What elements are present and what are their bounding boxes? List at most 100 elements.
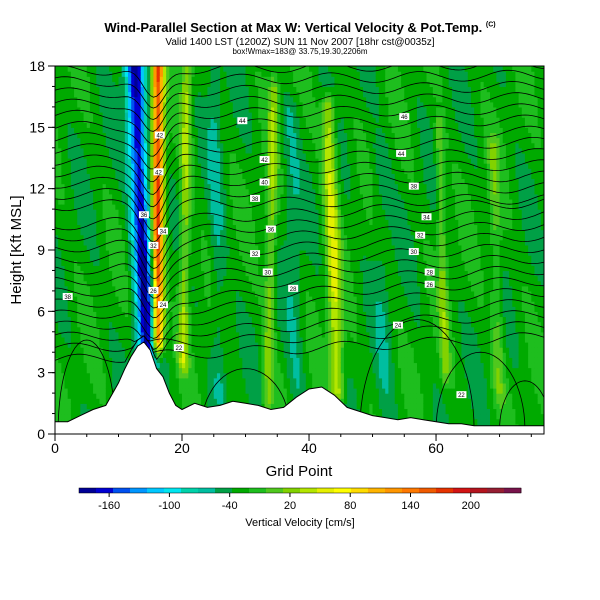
velocity-cell <box>118 234 123 241</box>
velocity-cell <box>58 372 62 379</box>
velocity-cell <box>93 66 97 72</box>
velocity-cell <box>118 209 123 215</box>
velocity-cell <box>102 214 107 220</box>
velocity-cell <box>121 234 126 241</box>
velocity-cell <box>147 265 151 272</box>
velocity-cell <box>169 127 174 134</box>
velocity-cell <box>175 255 180 261</box>
velocity-cell <box>131 127 135 134</box>
velocity-cell <box>124 280 129 287</box>
velocity-cell <box>169 183 174 190</box>
velocity-cell <box>185 388 189 394</box>
velocity-cell <box>105 321 110 328</box>
velocity-cell <box>204 163 209 169</box>
velocity-cell <box>191 152 196 159</box>
velocity-cell <box>156 255 161 261</box>
velocity-cell <box>194 137 199 144</box>
velocity-cell <box>134 168 139 174</box>
velocity-cell <box>153 255 158 261</box>
velocity-cell <box>220 168 224 174</box>
velocity-cell <box>153 342 158 348</box>
velocity-cell <box>197 372 202 379</box>
velocity-cell <box>143 122 148 128</box>
velocity-cell <box>156 244 161 251</box>
velocity-cell <box>201 265 205 272</box>
velocity-cell <box>86 255 91 261</box>
velocity-cell <box>197 301 202 307</box>
velocity-cell <box>96 117 101 123</box>
velocity-cell <box>150 209 155 215</box>
velocity-cell <box>64 260 69 266</box>
velocity-cell <box>207 403 212 410</box>
velocity-cell <box>64 265 69 272</box>
velocity-cell <box>204 352 209 358</box>
velocity-cell <box>140 147 145 154</box>
velocity-cell <box>74 377 78 384</box>
velocity-cell <box>96 137 101 144</box>
velocity-cell <box>150 193 155 200</box>
velocity-cell <box>169 377 174 384</box>
velocity-cell <box>108 209 113 215</box>
velocity-cell <box>89 224 94 231</box>
velocity-cell <box>70 158 75 164</box>
velocity-cell <box>64 234 69 241</box>
velocity-cell <box>220 198 224 205</box>
velocity-cell <box>64 362 69 369</box>
velocity-cell <box>70 265 75 272</box>
velocity-cell <box>67 393 72 399</box>
velocity-cell <box>83 234 88 241</box>
velocity-cell <box>124 209 129 215</box>
velocity-cell <box>89 106 94 113</box>
velocity-cell <box>204 178 209 185</box>
velocity-cell <box>185 214 189 220</box>
velocity-cell <box>124 306 129 312</box>
velocity-cell <box>128 122 132 128</box>
velocity-cell <box>124 352 129 358</box>
velocity-cell <box>223 127 228 134</box>
velocity-cell <box>220 91 224 98</box>
velocity-cell <box>201 209 205 215</box>
velocity-cell <box>166 316 170 323</box>
velocity-cell <box>121 147 126 154</box>
velocity-cell <box>220 173 224 180</box>
velocity-cell <box>185 132 189 139</box>
velocity-cell <box>74 403 78 410</box>
velocity-cell <box>143 336 148 343</box>
velocity-cell <box>153 311 158 318</box>
velocity-cell <box>185 372 189 379</box>
velocity-cell <box>124 112 129 118</box>
velocity-cell <box>121 132 126 139</box>
velocity-cell <box>194 336 199 343</box>
velocity-cell <box>172 367 177 374</box>
velocity-cell <box>210 367 215 374</box>
velocity-cell <box>197 96 202 103</box>
velocity-cell <box>220 188 224 195</box>
velocity-cell <box>108 326 113 333</box>
velocity-cell <box>89 403 94 410</box>
velocity-cell <box>83 188 88 195</box>
velocity-cell <box>61 321 66 328</box>
velocity-cell <box>96 290 101 297</box>
velocity-cell <box>74 117 78 123</box>
velocity-cell <box>207 127 212 134</box>
velocity-cell <box>89 127 94 134</box>
velocity-cell <box>150 224 155 231</box>
velocity-cell <box>124 316 129 323</box>
velocity-cell <box>118 66 123 72</box>
velocity-cell <box>150 255 155 261</box>
velocity-cell <box>178 265 183 272</box>
velocity-cell <box>55 408 59 415</box>
velocity-cell <box>223 393 228 399</box>
velocity-cell <box>175 290 180 297</box>
velocity-cell <box>134 101 139 108</box>
velocity-cell <box>178 372 183 379</box>
velocity-cell <box>61 362 66 369</box>
velocity-cell <box>197 239 202 246</box>
velocity-cell <box>194 275 199 282</box>
velocity-cell <box>64 71 69 77</box>
velocity-cell <box>182 152 186 159</box>
velocity-cell <box>137 158 142 164</box>
velocity-cell <box>143 224 148 231</box>
velocity-cell <box>191 234 196 241</box>
